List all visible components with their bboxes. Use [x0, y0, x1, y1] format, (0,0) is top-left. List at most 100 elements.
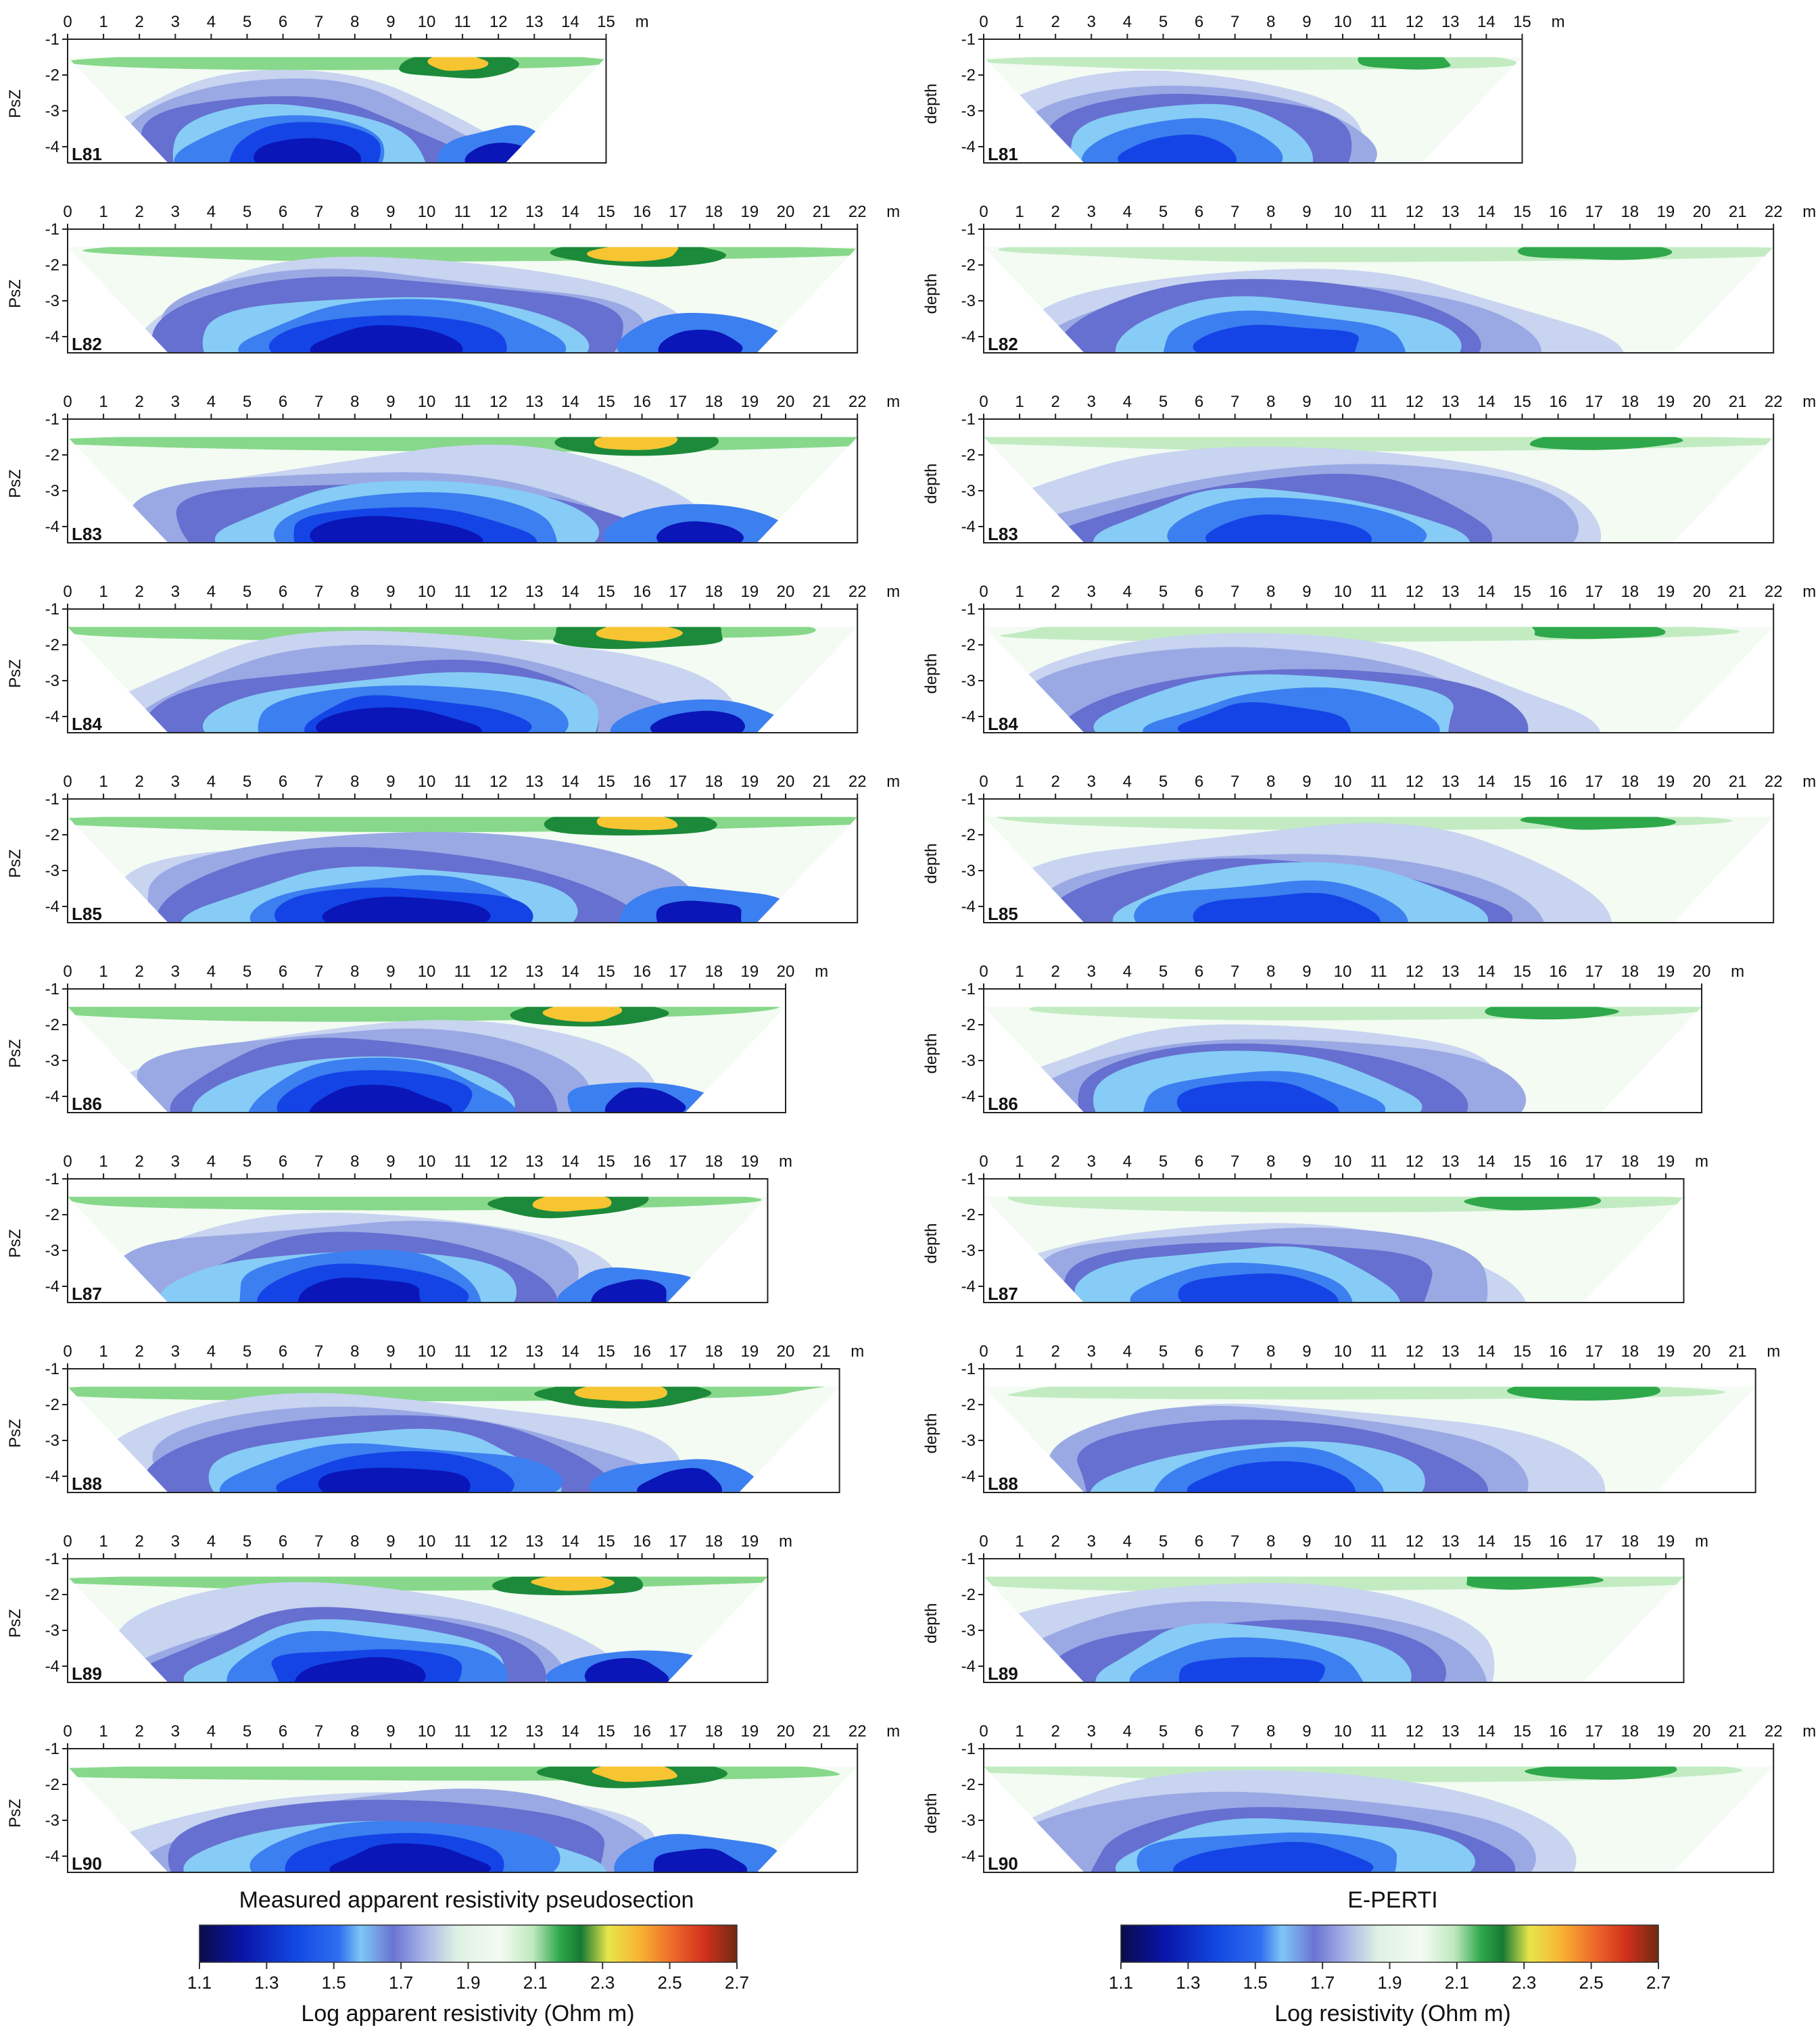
x-tick-label: 1 [99, 203, 107, 221]
x-unit-label: m [886, 773, 900, 791]
x-tick-label: 3 [171, 963, 180, 981]
eperti-l86-field [984, 1006, 1702, 1113]
y-tick-label: -3 [45, 1432, 59, 1450]
x-tick-label: 6 [1195, 1722, 1203, 1741]
y-axis-label: PsZ [6, 1799, 24, 1828]
x-tick-label: 18 [1621, 1342, 1639, 1361]
x-tick-label: 8 [350, 1722, 359, 1741]
x-tick-label: 1 [99, 583, 107, 601]
right-colorbar-label: Log resistivity (Ohm m) [1274, 2001, 1511, 2026]
colorbar-tick-label: 1.5 [322, 1972, 346, 1993]
x-tick-label: 17 [1585, 203, 1603, 221]
x-tick-label: 4 [1123, 393, 1132, 411]
colorbar-tick-label: 2.3 [1512, 1972, 1536, 1993]
x-tick-label: 5 [1159, 393, 1168, 411]
y-axis-label: PsZ [6, 1419, 24, 1448]
x-tick-label: 10 [418, 1722, 436, 1741]
resistivity-contour [1193, 892, 1381, 923]
x-tick-label: 14 [1477, 1722, 1495, 1741]
y-tick-label: -2 [45, 1396, 59, 1414]
x-tick-label: 16 [1549, 773, 1567, 791]
x-unit-label: m [886, 393, 900, 411]
x-tick-label: 18 [704, 203, 723, 221]
eperti-l87-panel: 0 1 2 3 4 5 6 7 8 9 10 11 12 13 14 15 16 17 18 19 m-1-2-3-4d… [922, 1152, 1708, 1304]
x-tick-label: 17 [1585, 1152, 1603, 1171]
x-tick-label: 5 [1159, 583, 1168, 601]
x-tick-label: 6 [279, 393, 287, 411]
x-tick-label: 8 [1266, 1722, 1275, 1741]
x-tick-label: 8 [350, 393, 359, 411]
x-tick-label: 19 [741, 1342, 759, 1361]
x-tick-label: 20 [1693, 583, 1711, 601]
y-tick-label: -3 [45, 1622, 59, 1640]
x-tick-label: 5 [1159, 203, 1168, 221]
x-tick-label: 12 [489, 1722, 508, 1741]
y-tick-label: -2 [961, 1016, 976, 1034]
x-tick-label: 6 [1195, 1342, 1203, 1361]
x-tick-label: 20 [777, 1722, 795, 1741]
x-tick-label: 13 [1441, 1342, 1460, 1361]
x-tick-label: 2 [135, 1532, 144, 1551]
x-tick-label: 11 [454, 1722, 471, 1741]
x-tick-label: 4 [207, 583, 216, 601]
line-id-label: L82 [988, 334, 1018, 354]
x-tick-label: 13 [1441, 583, 1460, 601]
x-tick-label: 13 [525, 963, 544, 981]
x-tick-label: 18 [704, 773, 723, 791]
resistivity-contour [656, 900, 742, 923]
x-tick-label: 14 [1477, 1342, 1495, 1361]
x-tick-label: 4 [1123, 203, 1132, 221]
y-tick-label: -1 [45, 980, 59, 998]
x-tick-label: 15 [1513, 13, 1531, 31]
x-tick-label: 4 [207, 203, 216, 221]
x-unit-label: m [779, 1152, 792, 1171]
x-tick-label: 2 [135, 393, 144, 411]
x-tick-label: 5 [243, 963, 252, 981]
right-colorbar-gradient [1120, 1924, 1659, 1963]
x-tick-label: 4 [1123, 963, 1132, 981]
x-tick-label: 13 [1441, 963, 1460, 981]
line-id-label: L89 [72, 1663, 102, 1684]
x-tick-label: 16 [1549, 583, 1567, 601]
x-tick-label: 12 [489, 583, 508, 601]
line-id-label: L90 [988, 1853, 1018, 1874]
line-id-label: L90 [72, 1853, 102, 1874]
x-tick-label: 18 [704, 963, 723, 981]
eperti-l90-panel: 0 1 2 3 4 5 6 7 8 9 10 11 12 13 14 15 16 17 18 19 20 21 22 m-1-… [922, 1722, 1816, 1874]
x-tick-label: 11 [454, 393, 471, 411]
x-unit-label: m [1695, 1152, 1708, 1171]
y-axis-label: depth [922, 463, 940, 504]
x-tick-label: 9 [386, 1342, 395, 1361]
x-tick-label: 15 [597, 393, 615, 411]
x-tick-label: 7 [1230, 203, 1239, 221]
colorbar-tick-label: 2.5 [658, 1972, 682, 1993]
x-tick-label: 6 [1195, 13, 1203, 31]
y-tick-label: -4 [961, 1657, 976, 1676]
x-tick-label: 1 [99, 1152, 107, 1171]
x-tick-label: 9 [386, 583, 395, 601]
x-tick-label: 16 [633, 1532, 651, 1551]
y-axis-label: PsZ [6, 1039, 24, 1068]
x-tick-label: 4 [1123, 583, 1132, 601]
x-tick-label: 14 [561, 583, 579, 601]
x-tick-label: 8 [1266, 963, 1275, 981]
x-tick-label: 19 [1657, 773, 1675, 791]
x-tick-label: 8 [350, 773, 359, 791]
left-panel-title: Measured apparent resistivity pseudosect… [239, 1887, 694, 1913]
x-tick-label: 19 [1657, 583, 1675, 601]
x-tick-label: 5 [243, 393, 252, 411]
line-id-label: L84 [72, 714, 102, 734]
x-tick-label: 21 [1729, 773, 1747, 791]
colorbar-tick-label: 1.7 [389, 1972, 413, 1993]
x-tick-label: 5 [1159, 1342, 1168, 1361]
colorbar-tick-label: 1.3 [254, 1972, 279, 1993]
x-tick-label: 15 [597, 963, 615, 981]
y-tick-label: -3 [45, 1242, 59, 1260]
x-tick-label: 13 [525, 583, 544, 601]
x-tick-label: 16 [1549, 1722, 1567, 1741]
x-tick-label: 16 [1549, 1342, 1567, 1361]
resistivity-contour [254, 138, 362, 163]
x-tick-label: 4 [1123, 1532, 1132, 1551]
resistivity-contour [596, 627, 683, 642]
